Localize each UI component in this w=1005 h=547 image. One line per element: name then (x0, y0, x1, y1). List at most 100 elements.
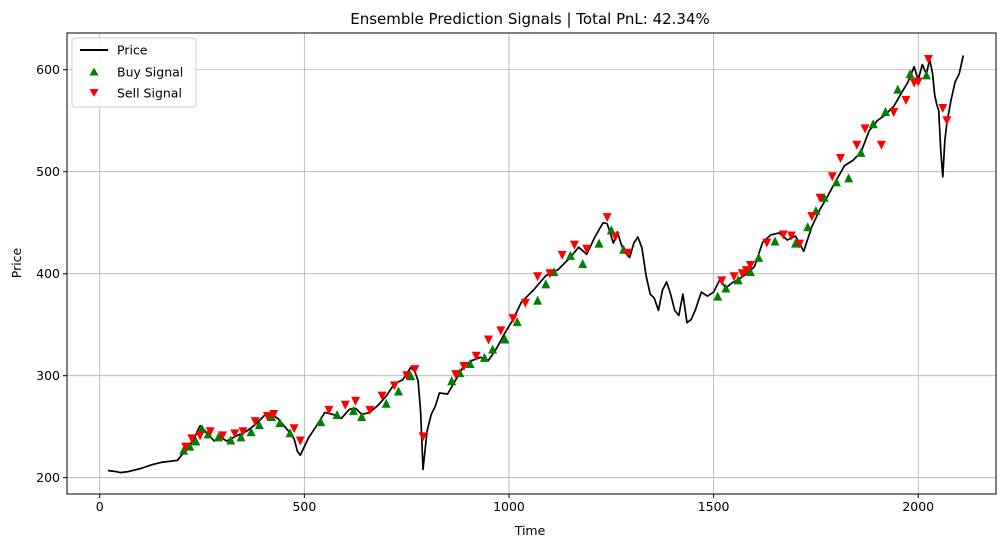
legend-sell-swatch (89, 89, 99, 97)
buy-signal-marker (893, 84, 903, 94)
buy-signal-marker (578, 259, 588, 268)
buy-signal-marker (533, 295, 543, 305)
buy-signal-marker (213, 432, 223, 442)
price-series-line (107, 55, 965, 474)
buy-signal-marker (606, 225, 616, 235)
sell-signal-marker (351, 396, 361, 406)
sell-signal-marker (238, 427, 248, 437)
sell-signal-marker (741, 266, 751, 276)
sell-signal-marker (250, 417, 260, 427)
y-tick-label: 200 (36, 470, 60, 485)
sell-signal-marker (195, 431, 205, 441)
sell-signal-marker (187, 434, 197, 444)
buy-signal-marker (745, 267, 755, 277)
buy-signal-marker (465, 358, 475, 368)
buy-signal-marker (357, 411, 367, 421)
sell-signal-marker (545, 269, 555, 279)
buy-signal-marker (406, 371, 416, 381)
x-tick-label: 1500 (698, 499, 730, 514)
sell-signal-marker (582, 244, 592, 254)
sell-signal-marker (218, 431, 228, 441)
x-tick-label: 2000 (902, 499, 934, 514)
sell-signal-marker (852, 140, 862, 150)
buy-signal-marker (197, 424, 207, 434)
buy-signal-marker (856, 147, 866, 157)
sell-signal-marker (913, 77, 923, 87)
buy-signal-marker (921, 70, 931, 80)
sell-signal-marker (289, 424, 299, 434)
sell-signal-marker (717, 276, 727, 286)
plot-series (107, 55, 965, 474)
sell-signal-marker (459, 362, 469, 372)
sell-signal-marker (623, 248, 633, 258)
buy-signal-marker (226, 435, 236, 445)
sell-signal-marker (484, 335, 494, 345)
sell-signal-marker (340, 400, 350, 410)
sell-signal-marker (923, 55, 933, 65)
buy-signal-marker (594, 238, 604, 248)
buy-signal-marker (246, 427, 256, 437)
buy-signal-marker (267, 411, 277, 421)
buy-signal-marker (275, 418, 285, 428)
buy-signal-marker (819, 192, 829, 202)
sell-signal-marker (324, 405, 334, 415)
grid (67, 33, 996, 494)
buy-signal-marker (905, 69, 915, 79)
buy-signal-marker (844, 173, 854, 183)
buy-signal-marker (381, 398, 391, 408)
sell-signal-marker (610, 232, 620, 242)
sell-signal-marker (205, 427, 215, 437)
sell-signal-marker (496, 326, 506, 336)
sell-signal-marker (569, 240, 579, 250)
buy-signal-marker (733, 275, 743, 285)
buy-signal-marker (881, 107, 891, 117)
sell-signal-marker (807, 212, 817, 222)
sell-signal-marker (269, 409, 279, 419)
sell-signal-markers (181, 55, 952, 452)
sell-signal-marker (827, 172, 837, 182)
legend-buy-swatch (89, 67, 99, 76)
legend: Price Buy Signal Sell Signal (71, 37, 197, 108)
sell-signal-marker (762, 238, 772, 248)
sell-signal-marker (729, 272, 739, 282)
x-tick-label: 500 (292, 499, 316, 514)
sell-signal-marker (815, 193, 825, 203)
sell-signal-marker (533, 272, 543, 282)
y-tick-label: 400 (36, 266, 60, 281)
buy-signal-marker (185, 441, 195, 451)
sell-signal-marker (365, 405, 375, 415)
buy-signal-marker (316, 417, 326, 427)
sell-signal-marker (860, 124, 870, 134)
y-tick-label: 300 (36, 368, 60, 383)
buy-signal-marker (512, 317, 522, 327)
y-axis-ticks: 200 300 400 500 600 (36, 62, 67, 485)
sell-signal-marker (471, 351, 481, 361)
y-tick-label: 500 (36, 164, 60, 179)
sell-signal-marker (901, 95, 911, 105)
sell-signal-marker (295, 436, 305, 446)
legend-price-label: Price (117, 43, 148, 58)
buy-signal-marker (565, 250, 575, 260)
sell-signal-marker (451, 370, 461, 380)
sell-signal-marker (377, 391, 387, 401)
buy-signal-marker (203, 429, 213, 439)
y-axis-label: Price (9, 247, 24, 278)
sell-signal-marker (181, 442, 191, 452)
sell-signal-marker (508, 314, 518, 324)
buy-signal-marker (254, 420, 264, 430)
buy-signal-marker (191, 436, 201, 446)
sell-signal-marker (418, 432, 428, 442)
x-tick-label: 0 (96, 499, 104, 514)
buy-signal-marker (500, 334, 510, 344)
buy-signal-marker (393, 386, 403, 396)
sell-signal-marker (602, 213, 612, 223)
sell-signal-marker (835, 153, 845, 163)
buy-signal-markers (179, 69, 931, 455)
buy-signal-marker (713, 291, 723, 301)
buy-signal-marker (803, 222, 813, 232)
buy-signal-marker (721, 283, 731, 293)
buy-signal-marker (179, 445, 189, 455)
legend-sell-label: Sell Signal (117, 86, 182, 101)
y-tick-label: 600 (36, 62, 60, 77)
buy-signal-marker (348, 405, 358, 415)
